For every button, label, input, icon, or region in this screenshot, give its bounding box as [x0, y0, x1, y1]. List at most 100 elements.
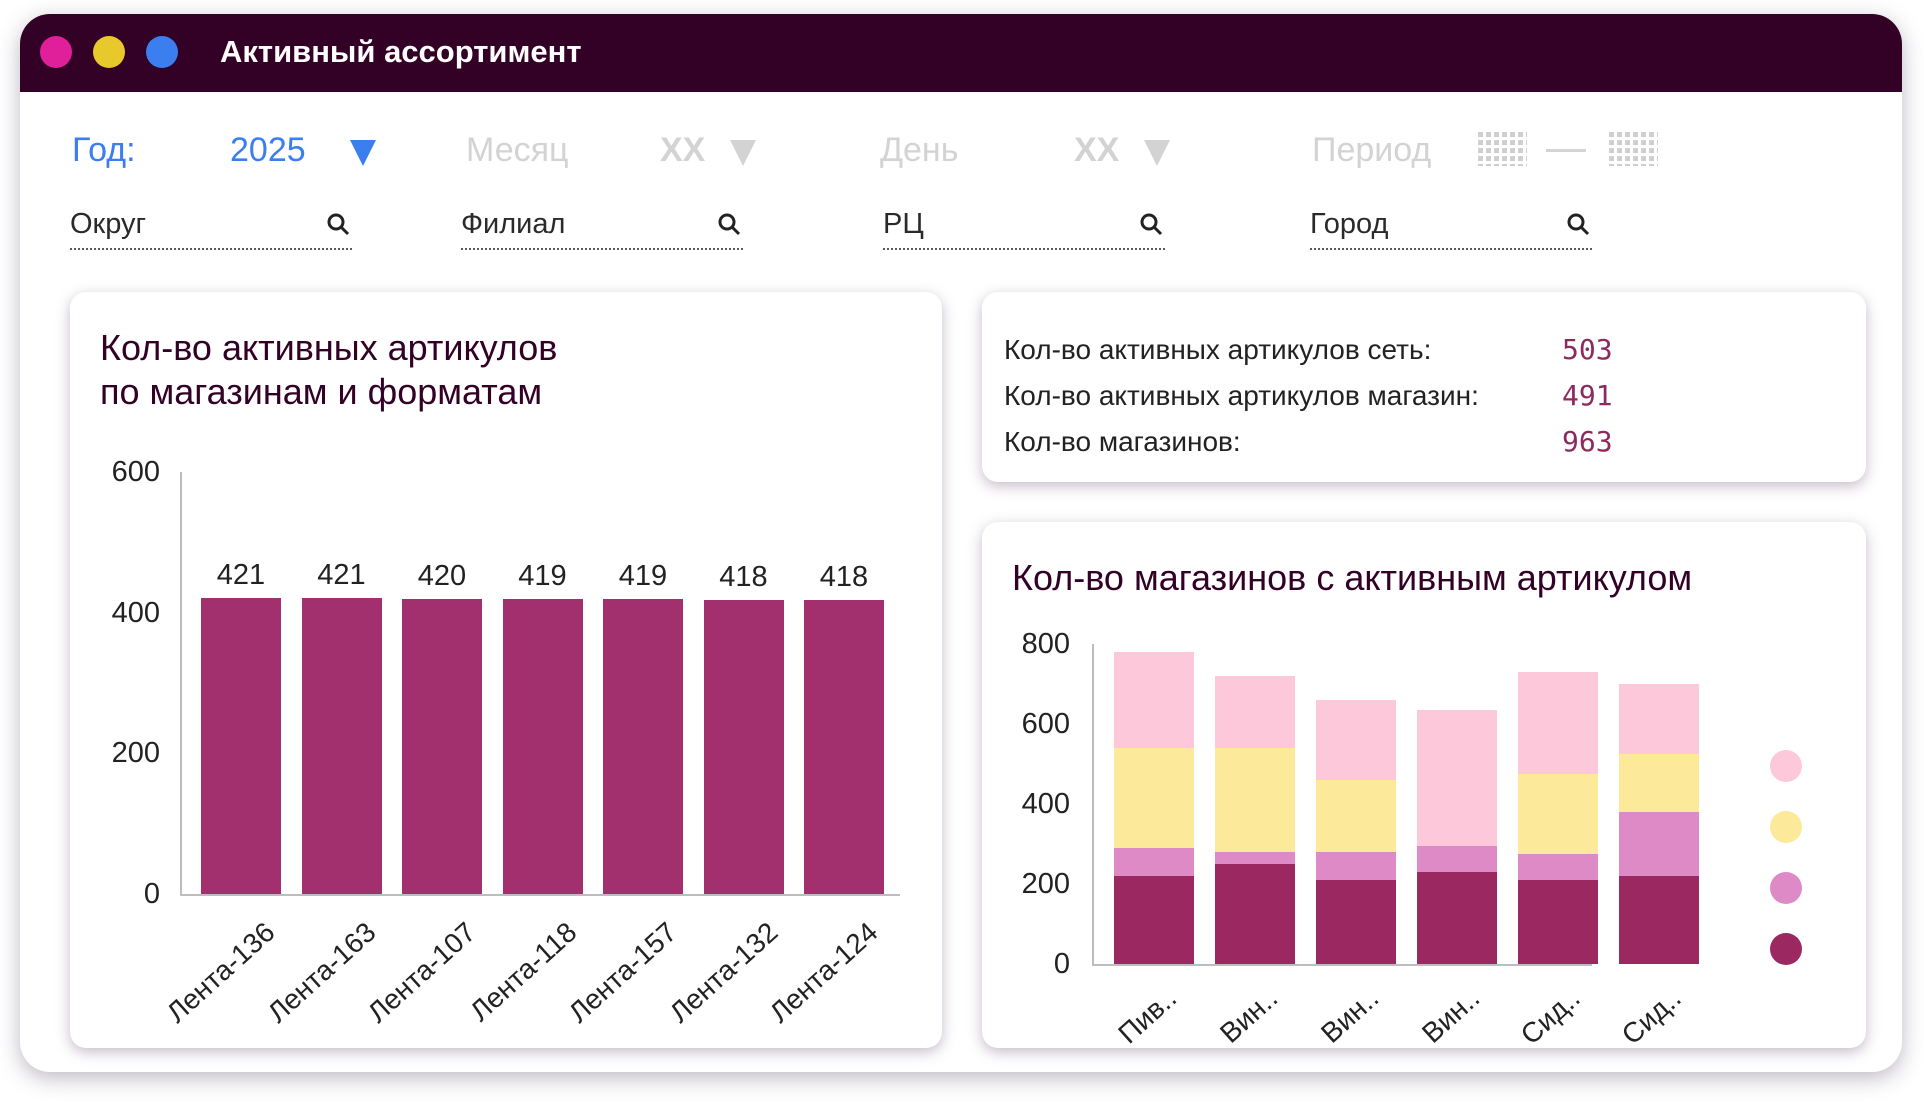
- search-city-input[interactable]: Город: [1310, 204, 1592, 250]
- kpi-store-label: Кол-во активных артикулов магазин:: [1004, 380, 1479, 411]
- bar: [402, 598, 482, 894]
- stacked-bar-segment: [1417, 710, 1497, 846]
- y-tick-label: 600: [1021, 708, 1070, 740]
- search-rc-label: РЦ: [883, 208, 924, 240]
- articles-bar-chart: 600 400 200 0 421 Лента-136 421 Лента-163 420 Лен…: [70, 292, 942, 1048]
- kpi-card: Кол-во активных артикулов сеть: 503 Кол-…: [982, 292, 1866, 482]
- day-label: День: [880, 131, 959, 169]
- year-dropdown[interactable]: 2025: [230, 124, 380, 176]
- stacked-bar-segment: [1114, 848, 1194, 876]
- stacked-bar-segment: [1316, 880, 1396, 964]
- search-city-label: Город: [1310, 208, 1389, 240]
- period-label: Период: [1312, 131, 1432, 169]
- stacked-bar-segment: [1215, 852, 1295, 864]
- search-icon: [1140, 213, 1163, 236]
- stacked-bar-segment: [1619, 876, 1699, 964]
- stacked-bar-segment: [1417, 872, 1497, 964]
- search-filial-label: Филиал: [461, 208, 566, 240]
- kpi-store-value: 491: [1562, 379, 1613, 412]
- stacked-bar-segment: [1518, 880, 1598, 964]
- year-label: Год:: [72, 131, 136, 169]
- stores-chart-title: Кол-во магазинов с активным артикулом: [1012, 557, 1693, 598]
- y-tick-label: 400: [111, 596, 160, 629]
- articles-by-store-card: Кол-во активных артикулов по магазинам и…: [70, 292, 942, 1048]
- bar: [301, 597, 382, 894]
- search-icon: [718, 213, 741, 236]
- bar: [804, 600, 884, 894]
- bar-value-label: 420: [417, 559, 467, 592]
- year-value: 2025: [230, 131, 306, 169]
- x-axis-line: [1092, 964, 1592, 966]
- stacked-bar-segment: [1619, 812, 1699, 876]
- legend-dot-icon: [1770, 872, 1802, 904]
- y-tick-label: 0: [1053, 948, 1070, 980]
- stacked-bar-segment: [1518, 672, 1598, 774]
- stacked-bar-segment: [1316, 700, 1396, 780]
- y-tick-label: 800: [1021, 628, 1070, 660]
- bar-value-label: 418: [719, 561, 768, 593]
- stores-stacked-bar-chart: 800 600 400 200 0 Пив.. Вин.. Вин.. Вин.. Сид.. Си…: [982, 522, 1866, 1051]
- y-axis-line: [180, 472, 182, 894]
- x-tick-label: Лента-136: [161, 916, 282, 1029]
- x-tick-label: Лента-118: [464, 916, 583, 1028]
- minimize-dot-icon[interactable]: [93, 36, 125, 68]
- kpi-network-value: 503: [1562, 333, 1613, 366]
- x-tick-label: Лента-163: [261, 916, 382, 1029]
- stacked-bar-segment: [1518, 854, 1598, 880]
- kpi-network-label: Кол-во активных артикулов сеть:: [1004, 334, 1432, 365]
- title-bar: Активный ассортимент: [20, 14, 1902, 92]
- bar: [502, 599, 583, 894]
- period-dash: [1546, 149, 1586, 152]
- stacked-bar-segment: [1215, 676, 1295, 748]
- y-tick-label: 400: [1021, 788, 1070, 820]
- stacked-bar-segment: [1316, 852, 1396, 880]
- kpi-stores-count-value: 963: [1562, 425, 1613, 458]
- search-icon: [1567, 213, 1590, 236]
- stacked-bar-segment: [1316, 780, 1396, 852]
- month-dropdown-arrow-icon: [730, 140, 756, 166]
- bar-value-label: 419: [618, 560, 668, 593]
- day-dropdown[interactable]: XX: [1074, 124, 1174, 176]
- maximize-dot-icon[interactable]: [146, 36, 178, 68]
- x-tick-label: Лента-107: [362, 916, 483, 1029]
- x-tick-label: Вин..: [1415, 982, 1486, 1049]
- month-label: Месяц: [466, 131, 569, 169]
- x-tick-label: Лента-124: [764, 916, 885, 1029]
- stacked-bar-segment: [1215, 864, 1295, 964]
- app-window: Активный ассортимент Год: 2025 Месяц XX …: [20, 14, 1902, 1072]
- period-start-calendar-icon[interactable]: [1475, 132, 1527, 166]
- x-tick-label: Вин..: [1213, 982, 1284, 1049]
- day-value: XX: [1074, 131, 1120, 169]
- bar-value-label: 421: [216, 558, 266, 591]
- x-tick-label: Лента-132: [663, 916, 784, 1029]
- bar-value-label: 419: [518, 560, 567, 593]
- bar: [603, 599, 683, 894]
- close-dot-icon[interactable]: [40, 36, 72, 68]
- day-dropdown-arrow-icon: [1144, 140, 1170, 166]
- stacked-bar-segment: [1114, 652, 1194, 748]
- y-tick-label: 200: [111, 737, 160, 770]
- stacked-bar-segment: [1619, 754, 1699, 812]
- stacked-bar-segment: [1518, 774, 1598, 854]
- y-axis-line: [1092, 644, 1094, 964]
- search-rc-input[interactable]: РЦ: [883, 204, 1165, 250]
- search-okrug-label: Округ: [70, 208, 147, 240]
- x-tick-label: Лента-157: [563, 916, 684, 1029]
- year-dropdown-arrow-icon: [350, 140, 376, 166]
- stacked-bar-segment: [1114, 748, 1194, 848]
- bar-value-label: 421: [317, 558, 366, 591]
- search-okrug-input[interactable]: Округ: [70, 204, 352, 250]
- legend-dot-icon: [1770, 750, 1802, 782]
- bar: [703, 600, 784, 894]
- search-filial-input[interactable]: Филиал: [461, 204, 743, 250]
- x-tick-label: Вин..: [1314, 982, 1385, 1049]
- x-tick-label: Пив..: [1112, 982, 1183, 1050]
- period-end-calendar-icon[interactable]: [1606, 132, 1658, 166]
- legend-dot-icon: [1770, 933, 1802, 965]
- y-tick-label: 200: [1021, 868, 1070, 900]
- x-tick-label: Сид..: [1615, 982, 1688, 1051]
- window-title: Активный ассортимент: [220, 34, 582, 69]
- articles-chart-title-line1: Кол-во активных артикулов: [100, 327, 558, 368]
- month-dropdown[interactable]: XX: [660, 124, 760, 176]
- y-tick-label: 0: [143, 878, 160, 910]
